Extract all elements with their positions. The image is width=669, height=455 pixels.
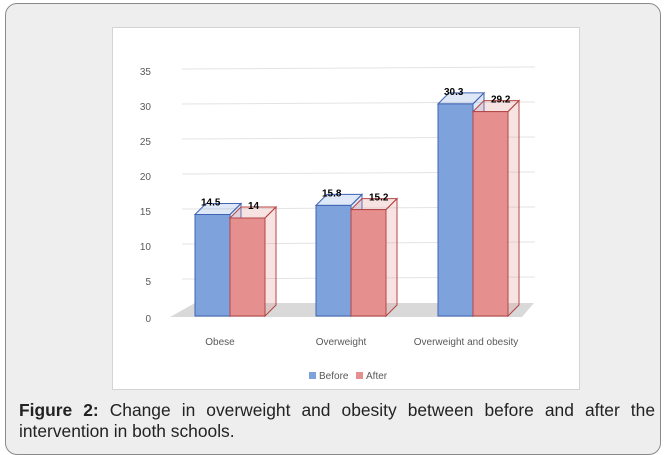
y-tick-label: 30 bbox=[140, 102, 152, 113]
y-tick-label: 25 bbox=[140, 137, 152, 148]
figure-frame: 0 5 10 15 20 25 30 35 14.5 14 Obese 15.8 15.2 Overwei… bbox=[5, 3, 661, 455]
data-label: 14.5 bbox=[201, 198, 221, 209]
y-tick-label: 0 bbox=[145, 314, 151, 325]
bar-before bbox=[315, 204, 352, 317]
gridline bbox=[181, 66, 536, 70]
legend-swatch-after bbox=[356, 372, 363, 379]
data-label: 15.8 bbox=[322, 188, 342, 199]
bar-before bbox=[194, 214, 231, 317]
bar-after-side bbox=[264, 205, 277, 318]
bar-after-side bbox=[507, 99, 520, 318]
caption-label: Figure 2: bbox=[19, 400, 99, 420]
caption-text: Change in overweight and obesity between… bbox=[19, 400, 655, 441]
y-tick-label: 10 bbox=[140, 242, 152, 253]
bar-chart: 0 5 10 15 20 25 30 35 14.5 14 Obese 15.8 15.2 Overwei… bbox=[140, 66, 536, 382]
x-category-label: Overweight bbox=[316, 337, 367, 348]
x-category-label: Overweight and obesity bbox=[414, 337, 519, 348]
data-label: 29.2 bbox=[491, 95, 511, 106]
figure-caption: Figure 2: Change in overweight and obesi… bbox=[19, 400, 655, 442]
chart-area: 0 5 10 15 20 25 30 35 14.5 14 Obese 15.8 15.2 Overwei… bbox=[112, 27, 580, 390]
y-tick-label: 35 bbox=[140, 67, 152, 78]
gridline bbox=[181, 101, 536, 105]
bar-after bbox=[229, 217, 266, 317]
legend-swatch-before bbox=[309, 372, 316, 379]
bar-before bbox=[437, 103, 474, 317]
bar-after bbox=[472, 111, 509, 317]
data-label: 15.2 bbox=[369, 193, 389, 204]
legend-label: Before bbox=[319, 371, 349, 382]
data-label: 14 bbox=[248, 201, 260, 212]
legend-label: After bbox=[366, 371, 388, 382]
y-tick-label: 5 bbox=[145, 277, 151, 288]
y-tick-label: 15 bbox=[140, 207, 152, 218]
y-tick-label: 20 bbox=[140, 172, 152, 183]
bar-after bbox=[350, 209, 387, 317]
x-category-label: Obese bbox=[205, 337, 235, 348]
data-label: 30.3 bbox=[444, 87, 464, 98]
bar-after-side bbox=[385, 197, 398, 318]
